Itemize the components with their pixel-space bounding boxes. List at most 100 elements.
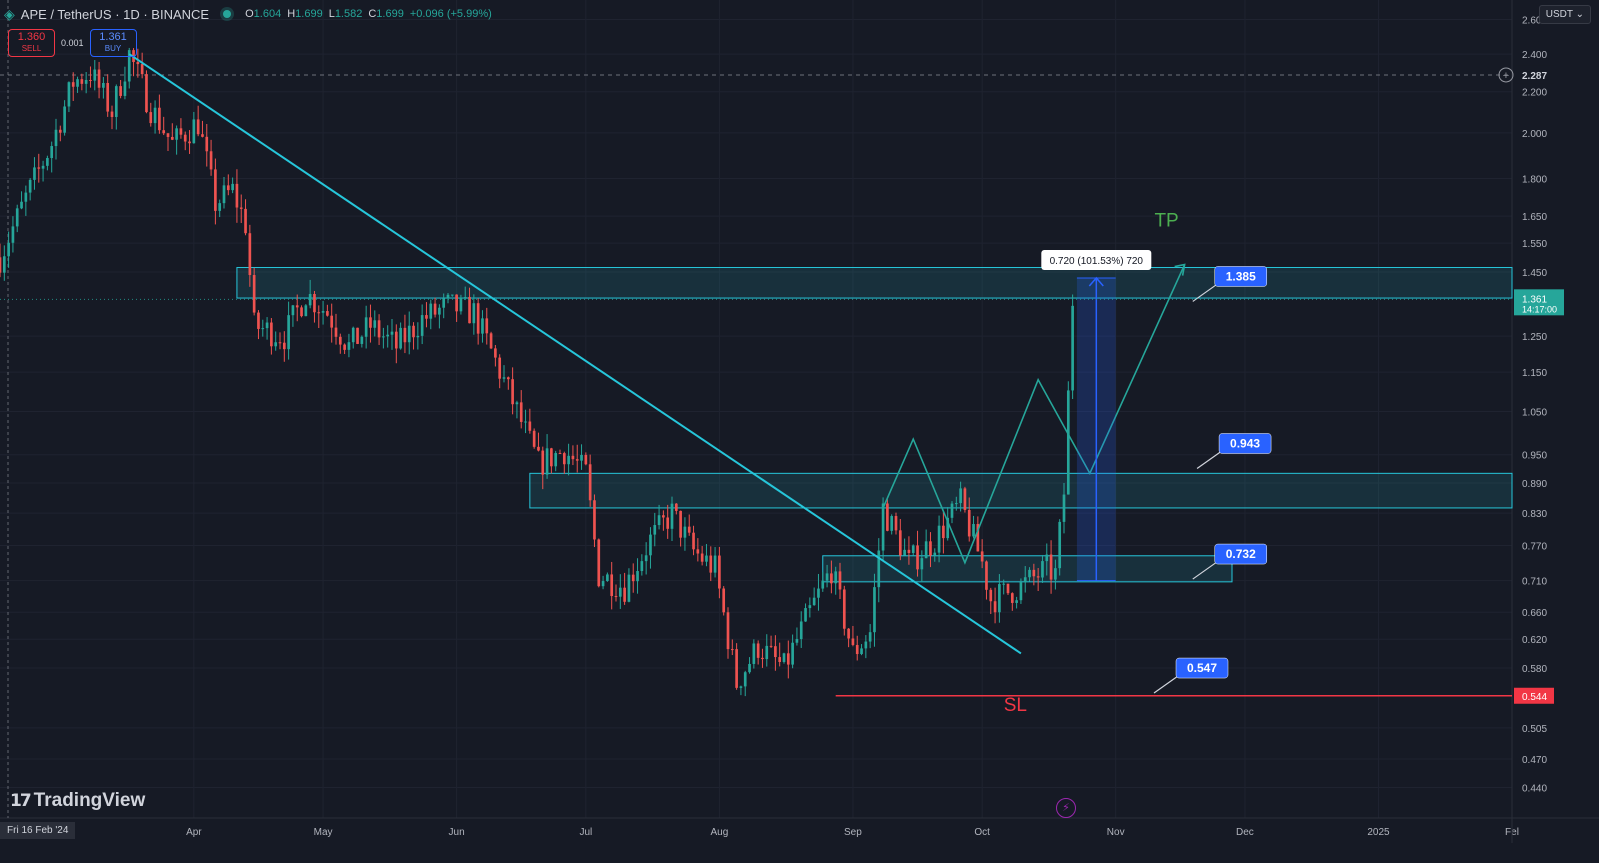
- candle-body: [498, 357, 502, 379]
- measure-label: 0.720 (101.53%) 720: [1050, 256, 1144, 267]
- candle-body: [347, 342, 351, 350]
- candle-body: [140, 64, 144, 75]
- candle-body: [924, 541, 928, 559]
- candle-body: [752, 643, 756, 664]
- y-tick-label: 1.550: [1522, 239, 1547, 250]
- candle-body: [317, 312, 321, 314]
- candle-body: [959, 488, 962, 504]
- candle-body: [326, 311, 329, 316]
- y-tick-label: 0.660: [1522, 608, 1547, 619]
- candle-body: [545, 448, 549, 475]
- candle-body: [743, 672, 747, 687]
- candle-body: [136, 62, 140, 65]
- candle-body: [627, 574, 631, 602]
- candle-body: [420, 315, 424, 336]
- candle-body: [145, 74, 148, 113]
- candle-body: [425, 315, 428, 319]
- candle-body: [601, 581, 605, 587]
- currency-dropdown[interactable]: USDT ⌄: [1538, 5, 1591, 24]
- candle-body: [860, 648, 863, 655]
- buy-button[interactable]: 1.361 BUY: [89, 29, 137, 57]
- x-tick-label: Jul: [579, 827, 592, 838]
- candle-body: [657, 515, 661, 526]
- x-tick-label: 2025: [1367, 827, 1390, 838]
- candle-body: [636, 571, 639, 582]
- first-date-label: Fri 16 Feb '24: [0, 822, 76, 839]
- candle-body: [709, 555, 713, 573]
- candle-body: [692, 532, 695, 550]
- candle-body: [468, 297, 471, 324]
- candle-body: [231, 183, 234, 191]
- candle-body: [993, 601, 997, 613]
- candle-body: [261, 328, 265, 330]
- level-label-bg: [1218, 433, 1272, 454]
- candle-body: [761, 657, 764, 660]
- candle-body: [916, 545, 919, 570]
- candle-body: [597, 539, 601, 587]
- candle-body: [868, 632, 872, 642]
- candle-body: [158, 107, 161, 131]
- open-value: 1.604: [253, 8, 282, 20]
- candle-body: [390, 331, 394, 335]
- sl-price: 0.544: [1522, 692, 1547, 703]
- candle-body: [571, 455, 575, 460]
- y-tick-label: 0.830: [1522, 509, 1547, 520]
- low-value: 1.582: [334, 8, 363, 20]
- candle-body: [593, 500, 596, 540]
- sell-button[interactable]: 1.360 SELL: [8, 29, 55, 57]
- level-callout: [1196, 451, 1222, 470]
- candle-body: [170, 136, 174, 140]
- buy-price: 1.361: [99, 31, 127, 43]
- projection-path: [882, 264, 1186, 565]
- candle-body: [265, 322, 269, 329]
- y-tick-label: 1.450: [1522, 268, 1547, 279]
- y-tick-label: 1.650: [1522, 212, 1547, 223]
- candle-body: [58, 129, 62, 133]
- candle-body: [127, 50, 131, 82]
- candle-body: [541, 450, 545, 475]
- candle-body: [54, 129, 58, 147]
- candle-body: [1045, 554, 1049, 562]
- candle-body: [313, 294, 316, 313]
- candle-body: [455, 294, 458, 312]
- candle-body: [998, 584, 1001, 613]
- candle-body: [175, 128, 178, 140]
- candle-body: [649, 534, 652, 556]
- candle-body: [89, 79, 92, 81]
- crosshair-price: 2.287: [1522, 71, 1547, 82]
- candle-body: [1023, 577, 1027, 583]
- candle-body: [196, 119, 200, 135]
- candle-body: [606, 574, 609, 582]
- candle-body: [123, 81, 127, 96]
- currency-label: USDT: [1545, 9, 1573, 20]
- symbol-title[interactable]: APE / TetherUS · 1D · BINANCE: [20, 6, 210, 22]
- x-tick-label: Aug: [710, 827, 728, 838]
- candle-body: [321, 311, 325, 313]
- x-tick-label: Jun: [449, 827, 465, 838]
- candle-body: [270, 322, 273, 347]
- tradingview-logo[interactable]: 𝟭𝟳 TradingView: [10, 790, 145, 812]
- candle-body: [696, 549, 700, 554]
- candle-body: [842, 589, 846, 629]
- x-tick-label: Dec: [1236, 827, 1254, 838]
- candle-body: [80, 79, 84, 84]
- trendline-downtrend: [128, 53, 1022, 655]
- candle-body: [166, 133, 170, 137]
- candle-body: [2, 256, 6, 273]
- candle-body: [502, 377, 506, 379]
- candle-body: [937, 525, 941, 553]
- candle-body: [795, 639, 799, 643]
- candle-body: [838, 571, 842, 590]
- last-price: 1.361: [1522, 294, 1547, 305]
- candle-body: [28, 179, 32, 193]
- candle-body: [821, 580, 825, 589]
- candle-body: [881, 503, 885, 551]
- y-tick-label: 0.710: [1522, 577, 1547, 588]
- level-label-bg: [1214, 266, 1268, 287]
- candle-body: [730, 649, 734, 651]
- logo-text: TradingView: [33, 790, 146, 811]
- candle-body: [192, 119, 196, 144]
- candle-body: [886, 503, 889, 531]
- lightning-icon[interactable]: ⚡: [1056, 798, 1076, 818]
